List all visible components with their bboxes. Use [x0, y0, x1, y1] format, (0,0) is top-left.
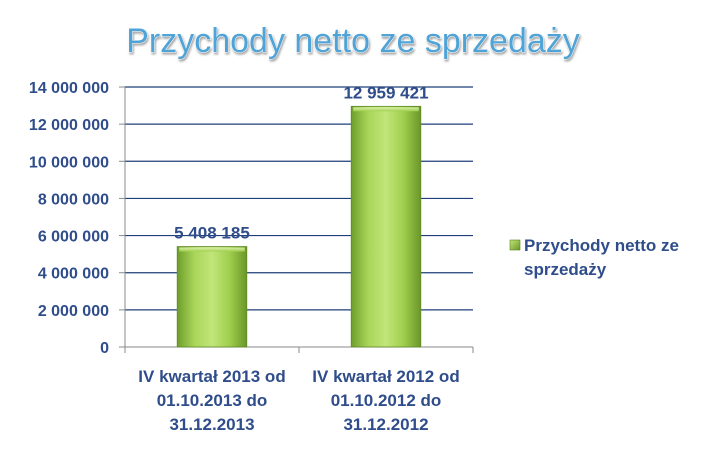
x-category-label: 31.12.2012 — [343, 415, 428, 434]
x-category-label: 01.10.2013 do — [157, 391, 268, 410]
x-category-label: IV kwartał 2013 od — [138, 367, 285, 386]
y-tick-label: 12 000 000 — [29, 117, 109, 134]
chart-title: Przychody netto ze sprzedaży — [126, 22, 580, 60]
x-category-label: 31.12.2013 — [169, 415, 254, 434]
legend: Przychody netto ze sprzedaży — [509, 236, 679, 279]
y-tick-label: 6 000 000 — [38, 229, 109, 246]
data-labels: 5 408 185 12 959 421 — [174, 83, 428, 242]
x-category-label: IV kwartał 2012 od — [312, 367, 459, 386]
y-tick-label: 14 000 000 — [29, 80, 109, 97]
x-category-label: 01.10.2012 do — [331, 391, 442, 410]
bar-highlight — [179, 247, 245, 252]
data-label: 5 408 185 — [174, 224, 250, 243]
y-tick-label: 2 000 000 — [38, 303, 109, 320]
legend-swatch — [509, 239, 521, 251]
y-tick-label: 8 000 000 — [38, 191, 109, 208]
legend-label-line-1: Przychody netto ze — [524, 236, 679, 255]
y-tick-label: 0 — [100, 340, 109, 357]
x-axis-category-labels: IV kwartał 2013 od 01.10.2013 do 31.12.201… — [138, 367, 459, 434]
y-tick-label: 4 000 000 — [38, 266, 109, 283]
y-tick-label: 10 000 000 — [29, 154, 109, 171]
data-label: 12 959 421 — [343, 83, 428, 102]
y-axis-tick-labels: 0 2 000 000 4 000 000 6 000 000 8 000 000 10 … — [29, 80, 109, 357]
legend-label-line-2: sprzedaży — [524, 260, 607, 279]
bar — [350, 105, 422, 348]
bar — [176, 246, 248, 348]
bar-highlight — [353, 107, 419, 112]
bars — [176, 105, 422, 348]
